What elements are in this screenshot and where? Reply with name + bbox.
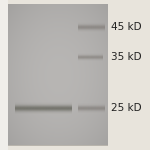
Text: 35 kD: 35 kD xyxy=(111,52,142,62)
Bar xyxy=(8,4,108,146)
Bar xyxy=(0,0,8,150)
Bar xyxy=(108,0,150,150)
Text: 25 kD: 25 kD xyxy=(111,103,142,113)
Text: 45 kD: 45 kD xyxy=(111,22,142,32)
